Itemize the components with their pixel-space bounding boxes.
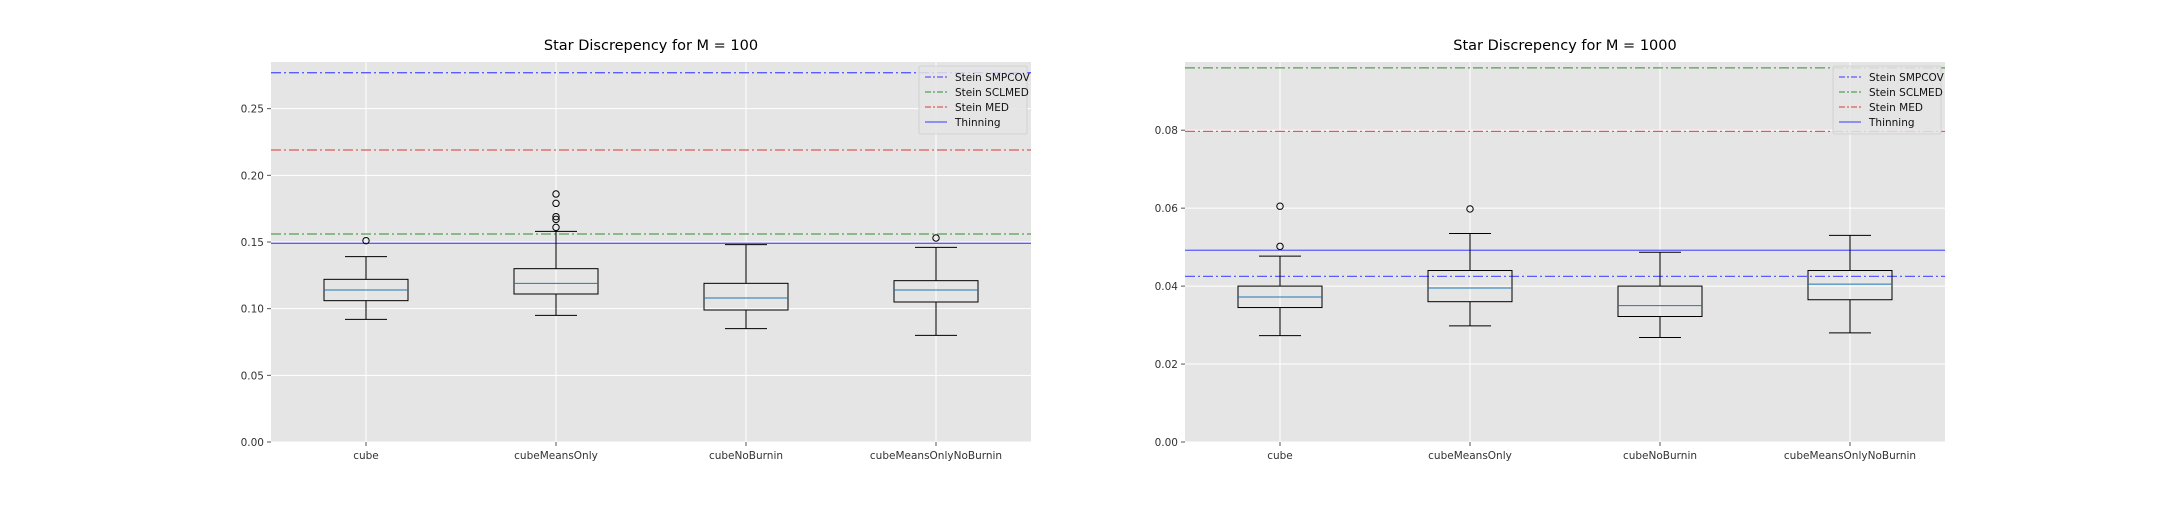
y-tick-label: 0.00 <box>1155 437 1178 449</box>
x-tick-label: cube <box>1267 450 1293 462</box>
flier-point <box>552 215 560 224</box>
x-tick-label: cubeMeansOnly <box>1428 450 1512 462</box>
boxplot-cubeNoBurnin <box>1617 251 1703 339</box>
plot-area <box>1185 62 1945 442</box>
y-tick-label: 0.02 <box>1155 359 1178 371</box>
y-tick-label: 0.04 <box>1155 281 1179 293</box>
plot-area <box>271 62 1031 442</box>
box-iqr <box>1617 285 1703 318</box>
y-tick-label: 0.06 <box>1155 203 1179 215</box>
chart-title: Star Discrepency for M = 100 <box>544 38 758 54</box>
chart-title: Star Discrepency for M = 1000 <box>1453 38 1676 54</box>
y-tick-label: 0.08 <box>1155 125 1178 137</box>
flier-point <box>552 212 560 221</box>
legend-label: Thinning <box>1868 117 1915 129</box>
legend-box <box>918 65 1028 135</box>
chart-panel-1: 0.00 0.05 0.10 0.15 0.20 0.25 cube cubeMeansOnl… <box>241 38 1031 462</box>
y-tick-label: 0.00 <box>241 437 264 449</box>
box-iqr <box>513 268 599 295</box>
flier-point <box>1466 205 1474 213</box>
y-tick-label: 0.20 <box>241 170 264 182</box>
y-tick-label: 0.05 <box>241 370 264 382</box>
y-tick-label: 0.25 <box>241 104 264 116</box>
box-iqr <box>893 280 979 303</box>
legend-label: Stein SMPCOV <box>1869 72 1945 84</box>
x-tick-label: cubeMeansOnlyNoBurnin <box>870 450 1002 462</box>
legend-label: Stein MED <box>1869 102 1923 114</box>
boxplot-cubeMeansOnlyNoBurnin <box>1807 234 1893 334</box>
x-tick-label: cubeNoBurnin <box>709 450 783 462</box>
box-iqr <box>1807 270 1893 301</box>
flier-point <box>1276 242 1284 251</box>
flier-point <box>362 236 370 245</box>
x-tick-label: cubeMeansOnly <box>514 450 598 462</box>
y-tick-label: 0.10 <box>241 304 264 316</box>
boxplot-cube <box>1237 202 1323 337</box>
boxplot-cubeMeansOnly <box>513 190 599 316</box>
flier-point <box>552 199 560 208</box>
legend: Stein SMPCOV Stein SCLMED Stein MED Thinnin… <box>918 65 1031 135</box>
legend-box <box>1832 65 1942 135</box>
y-tick-label: 0.15 <box>241 237 264 249</box>
flier-point <box>1276 202 1284 210</box>
legend-label: Thinning <box>954 117 1001 129</box>
legend-label: Stein SCLMED <box>955 87 1029 99</box>
flier-point <box>552 223 560 232</box>
legend-label: Stein SCLMED <box>1869 87 1943 99</box>
boxplot-cubeMeansOnly <box>1427 205 1513 327</box>
box-iqr <box>703 282 789 311</box>
box-iqr <box>1427 270 1513 303</box>
chart-panel-2: 0.00 0.02 0.04 0.06 0.08 cube cubeMeansOnly cub… <box>1155 38 1945 462</box>
x-tick-label: cube <box>353 450 379 462</box>
legend-label: Stein MED <box>955 102 1009 114</box>
x-tick-label: cubeMeansOnlyNoBurnin <box>1784 450 1916 462</box>
boxplot-cube <box>323 236 409 320</box>
flier-point <box>552 190 560 198</box>
x-tick-label: cubeNoBurnin <box>1623 450 1697 462</box>
boxplot-cubeMeansOnlyNoBurnin <box>893 234 979 336</box>
legend: Stein SMPCOV Stein SCLMED Stein MED Thinnin… <box>1832 65 1945 135</box>
boxplot-cubeNoBurnin <box>703 244 789 330</box>
flier-point <box>932 234 940 242</box>
legend-label: Stein SMPCOV <box>955 72 1031 84</box>
